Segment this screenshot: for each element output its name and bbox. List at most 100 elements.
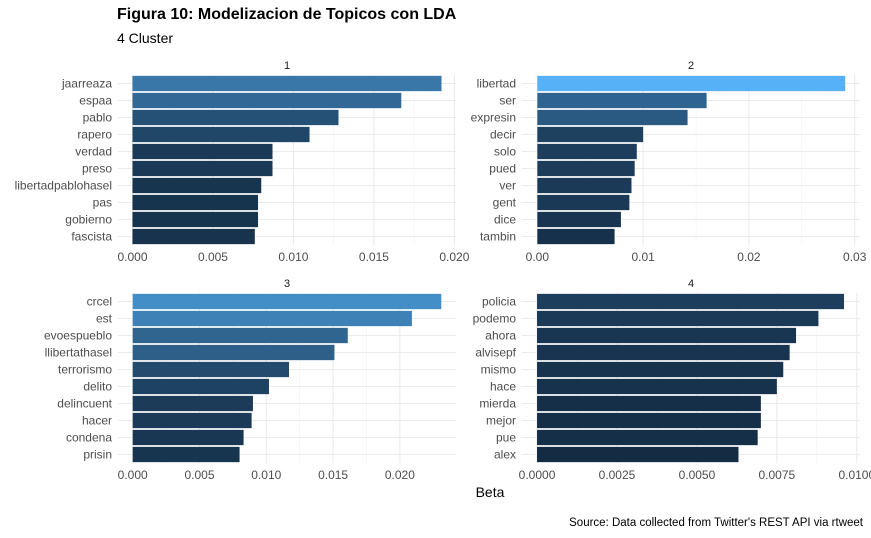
- bar-espaa: [132, 92, 402, 109]
- bar-libertadpablohasel: [132, 177, 262, 194]
- y-tick-label: condena: [66, 431, 112, 445]
- bar-mismo: [537, 361, 784, 378]
- bar-gent: [537, 194, 630, 211]
- bar-crcel: [132, 293, 442, 310]
- y-tick-label: pued: [489, 162, 516, 176]
- bar-pas: [132, 194, 259, 211]
- y-tick-label: crcel: [87, 295, 112, 309]
- bar-alex: [537, 446, 739, 463]
- y-tick-label: alex: [494, 448, 516, 462]
- y-tick-label: libertad: [477, 77, 516, 91]
- x-tick-label: 0.010: [278, 250, 308, 264]
- bar-llibertathasel: [132, 344, 335, 361]
- x-tick-label: 0.02: [737, 250, 761, 264]
- facet-strip-label: 3: [284, 278, 290, 290]
- bar-solo: [537, 143, 637, 160]
- bar-est: [132, 310, 412, 327]
- y-tick-label: dice: [494, 213, 516, 227]
- x-tick-label: 0.020: [385, 468, 415, 482]
- y-tick-label: decir: [490, 128, 516, 142]
- y-tick-label: mismo: [481, 363, 517, 377]
- bar-dice: [537, 211, 621, 228]
- facet-panel-4: policia podemo ahora alvisepf mismo hace mierd…: [473, 278, 871, 482]
- bar-decir: [537, 126, 644, 143]
- y-tick-label: gent: [493, 196, 517, 210]
- x-tick-label: 0.005: [198, 250, 228, 264]
- facet-strip-label: 1: [284, 60, 290, 72]
- x-tick-label: 0.00: [526, 250, 550, 264]
- y-tick-label: delincuent: [57, 397, 112, 411]
- bar-preso: [132, 160, 273, 177]
- y-tick-label: verdad: [75, 145, 112, 159]
- bar-gobierno: [132, 211, 259, 228]
- x-tick-label: 0.03: [843, 250, 867, 264]
- x-tick-label: 0.01: [631, 250, 655, 264]
- y-tick-label: est: [96, 312, 113, 326]
- facet-strip-label: 4: [688, 278, 694, 290]
- bar-delincuent: [132, 395, 253, 412]
- y-tick-label: evoespueblo: [44, 329, 112, 343]
- facet-panel-3: crcel est evoespueblo llibertathasel terrori…: [44, 278, 456, 482]
- y-tick-label: ser: [499, 94, 516, 108]
- y-tick-label: ver: [499, 179, 516, 193]
- bar-prisin: [132, 446, 240, 463]
- y-tick-label: preso: [82, 162, 112, 176]
- bar-mierda: [537, 395, 761, 412]
- bar-pablo: [132, 109, 339, 126]
- x-tick-label: 0.000: [118, 468, 148, 482]
- bar-alvisepf: [537, 344, 790, 361]
- y-tick-label: tambin: [480, 230, 516, 244]
- bar-ver: [537, 177, 632, 194]
- x-tick-label: 0.0025: [599, 468, 636, 482]
- bar-fascista: [132, 228, 255, 245]
- x-tick-label: 0.005: [184, 468, 214, 482]
- y-tick-label: llibertathasel: [45, 346, 112, 360]
- y-tick-label: policia: [482, 295, 516, 309]
- chart-caption: Source: Data collected from Twitter's RE…: [569, 517, 863, 529]
- y-tick-label: fascista: [71, 230, 112, 244]
- bar-podemo: [537, 310, 819, 327]
- y-tick-label: ahora: [485, 329, 516, 343]
- y-tick-label: espaa: [79, 94, 112, 108]
- y-tick-label: expresin: [471, 111, 516, 125]
- x-tick-label: 0.0000: [519, 468, 556, 482]
- bar-terrorismo: [132, 361, 290, 378]
- bar-policia: [537, 293, 845, 310]
- x-tick-label: 0.000: [117, 250, 147, 264]
- facet-strip-label: 2: [688, 60, 694, 72]
- y-tick-label: prisin: [83, 448, 112, 462]
- chart-subtitle: 4 Cluster: [117, 30, 174, 46]
- y-tick-label: pablo: [83, 111, 113, 125]
- x-tick-label: 0.010: [251, 468, 281, 482]
- bar-pued: [537, 160, 635, 177]
- y-tick-label: delito: [83, 380, 112, 394]
- y-tick-label: pue: [496, 431, 516, 445]
- bar-mejor: [537, 412, 761, 429]
- x-tick-label: 0.0050: [679, 468, 716, 482]
- y-tick-label: terrorismo: [58, 363, 112, 377]
- bar-condena: [132, 429, 244, 446]
- y-tick-label: mierda: [479, 397, 516, 411]
- bar-verdad: [132, 143, 273, 160]
- bar-ahora: [537, 327, 797, 344]
- bar-evoespueblo: [132, 327, 348, 344]
- y-tick-label: hace: [490, 380, 516, 394]
- y-tick-label: alvisepf: [475, 346, 516, 360]
- facet-panel-2: libertad ser expresin decir solo pued ver gent d…: [471, 60, 867, 264]
- y-tick-label: podemo: [473, 312, 517, 326]
- facet-panel-1: jaarreaza espaa pablo rapero verdad preso libe…: [15, 60, 470, 264]
- bar-tambin: [537, 228, 615, 245]
- bar-ser: [537, 92, 707, 109]
- bar-rapero: [132, 126, 310, 143]
- y-tick-label: solo: [494, 145, 516, 159]
- bar-hace: [537, 378, 777, 395]
- bar-jaarreaza: [132, 75, 442, 92]
- y-tick-label: pas: [93, 196, 112, 210]
- x-tick-label: 0.020: [439, 250, 469, 264]
- y-tick-label: mejor: [486, 414, 516, 428]
- bar-pue: [537, 429, 758, 446]
- chart-title: Figura 10: Modelizacion de Topicos con L…: [117, 6, 457, 23]
- x-tick-label: 0.015: [318, 468, 348, 482]
